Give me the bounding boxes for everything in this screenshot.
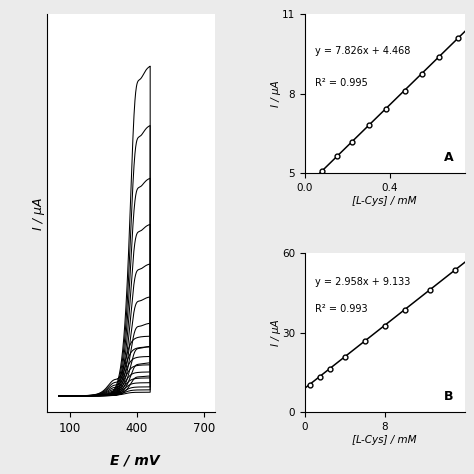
Y-axis label: I / μA: I / μA bbox=[32, 197, 45, 229]
Text: R² = 0.995: R² = 0.995 bbox=[315, 78, 367, 88]
Y-axis label: I / μA: I / μA bbox=[271, 319, 281, 346]
X-axis label: [L-Cys] / mM: [L-Cys] / mM bbox=[352, 435, 417, 445]
X-axis label: [L-Cys] / mM: [L-Cys] / mM bbox=[352, 196, 417, 206]
Text: A: A bbox=[444, 151, 453, 164]
Text: B: B bbox=[444, 390, 453, 403]
Text: y = 2.958x + 9.133: y = 2.958x + 9.133 bbox=[315, 277, 410, 287]
Text: R² = 0.993: R² = 0.993 bbox=[315, 304, 367, 314]
Y-axis label: I / μA: I / μA bbox=[271, 81, 281, 107]
Text: y = 7.826x + 4.468: y = 7.826x + 4.468 bbox=[315, 46, 410, 56]
Text: E / mV: E / mV bbox=[110, 454, 160, 467]
